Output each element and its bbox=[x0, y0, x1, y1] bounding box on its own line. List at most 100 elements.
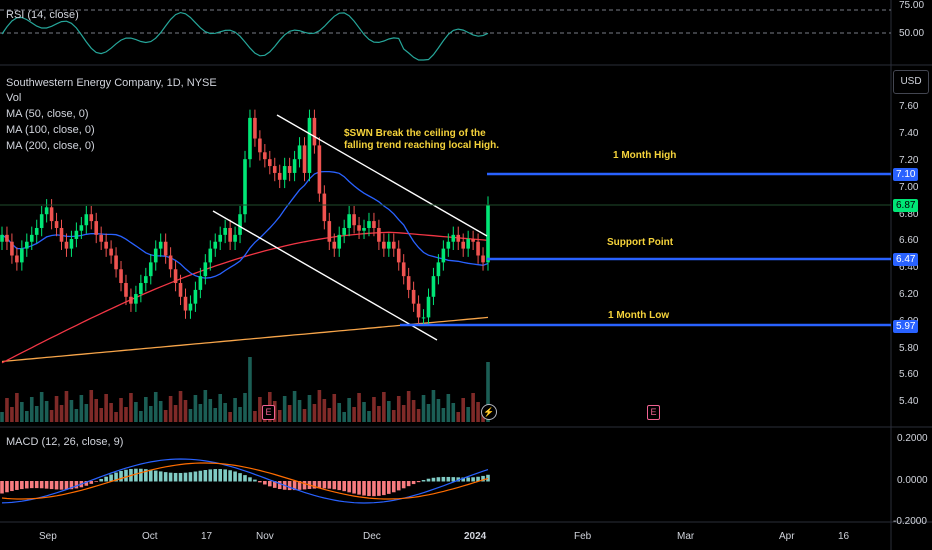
volume-bar bbox=[139, 411, 143, 422]
annotation-line-1[interactable]: $SWN Break the ceiling of the bbox=[344, 128, 486, 139]
candle-body bbox=[312, 117, 317, 146]
macd-histogram-bar bbox=[64, 481, 69, 490]
volume-bar bbox=[476, 402, 480, 422]
candle-body bbox=[134, 294, 138, 304]
flash-icon[interactable]: ⚡ bbox=[481, 404, 497, 420]
volume-bar bbox=[198, 404, 203, 422]
volume-bar bbox=[253, 411, 257, 422]
time-axis-label: 16 bbox=[838, 531, 850, 542]
macd-histogram-bar bbox=[243, 475, 247, 482]
macd-histogram-bar bbox=[20, 481, 24, 490]
candle-body bbox=[99, 234, 103, 242]
candle-body bbox=[481, 255, 485, 263]
candle-body bbox=[208, 248, 213, 263]
candle-body bbox=[401, 262, 406, 277]
rsi-title[interactable]: RSI (14, close) bbox=[6, 9, 79, 21]
level-label-1-month-low[interactable]: 1 Month Low bbox=[608, 310, 670, 321]
volume-bar bbox=[59, 405, 64, 422]
macd-histogram-bar bbox=[302, 481, 307, 490]
candle-body bbox=[218, 234, 223, 242]
macd-histogram-bar bbox=[29, 481, 34, 489]
level-label-support[interactable]: Support Point bbox=[607, 237, 674, 248]
volume-bar bbox=[69, 400, 74, 422]
price-axis-label: 5.40 bbox=[899, 396, 919, 407]
macd-histogram-bar bbox=[208, 469, 213, 482]
earnings-badge-upcoming[interactable]: E bbox=[647, 405, 660, 420]
volume-bar bbox=[297, 400, 302, 422]
macd-histogram-bar bbox=[486, 474, 490, 482]
macd-histogram-bar bbox=[193, 471, 198, 482]
level-label-1-month-high[interactable]: 1 Month High bbox=[613, 150, 677, 161]
symbol-title[interactable]: Southwestern Energy Company, 1D, NYSE bbox=[6, 77, 217, 89]
macd-histogram-bar bbox=[223, 469, 227, 482]
indicator-ma100[interactable]: MA (100, close, 0) bbox=[6, 124, 95, 136]
volume-bar bbox=[89, 390, 94, 422]
macd-histogram-bar bbox=[233, 471, 237, 482]
price-axis-label: 7.60 bbox=[899, 101, 919, 112]
volume-bar bbox=[347, 398, 351, 422]
candle-body bbox=[39, 214, 44, 228]
indicator-ma200[interactable]: MA (200, close, 0) bbox=[6, 140, 95, 152]
volume-bar bbox=[34, 406, 39, 422]
macd-histogram-bar bbox=[59, 481, 64, 490]
macd-histogram-bar bbox=[228, 470, 232, 482]
volume-bar bbox=[119, 398, 123, 422]
candle-body bbox=[322, 193, 327, 222]
volume-bar bbox=[248, 357, 252, 422]
volume-bar bbox=[451, 403, 456, 422]
volume-bar bbox=[416, 409, 421, 422]
candle-body bbox=[148, 262, 153, 277]
indicator-ma50[interactable]: MA (50, close, 0) bbox=[6, 108, 89, 120]
candle-body bbox=[287, 166, 292, 173]
volume-bar bbox=[322, 399, 327, 422]
macd-histogram-bar bbox=[263, 481, 267, 485]
candle-body bbox=[421, 317, 426, 319]
macd-histogram-bar bbox=[292, 481, 297, 491]
candle-body bbox=[153, 248, 158, 263]
indicator-vol[interactable]: Vol bbox=[6, 92, 22, 104]
candle-body bbox=[456, 234, 461, 242]
volume-bar bbox=[5, 398, 9, 422]
candle-body bbox=[253, 117, 257, 139]
price-axis-label: 5.60 bbox=[899, 369, 919, 380]
macd-axis-label: -0.2000 bbox=[893, 516, 927, 527]
volume-bar bbox=[277, 410, 282, 422]
candle-body bbox=[173, 269, 178, 284]
macd-histogram-bar bbox=[89, 481, 94, 484]
macd-histogram-bar bbox=[317, 481, 322, 489]
volume-bar bbox=[15, 393, 19, 422]
candle-body bbox=[337, 234, 342, 249]
macd-histogram-bar bbox=[104, 476, 108, 482]
volume-bar bbox=[134, 402, 138, 422]
candle-body bbox=[391, 241, 396, 249]
price-axis-label: 7.40 bbox=[899, 128, 919, 139]
volume-bar bbox=[436, 399, 441, 422]
currency-button[interactable]: USD bbox=[893, 70, 929, 94]
volume-bar bbox=[10, 407, 14, 422]
candle-body bbox=[302, 145, 307, 173]
macd-histogram-bar bbox=[99, 478, 103, 482]
macd-histogram-bar bbox=[451, 477, 456, 482]
candle-body bbox=[277, 172, 282, 180]
earnings-badge[interactable]: E bbox=[262, 405, 275, 420]
time-axis-label: Dec bbox=[363, 531, 381, 542]
macd-histogram-bar bbox=[153, 470, 158, 482]
candle-body bbox=[15, 255, 19, 263]
macd-histogram-bar bbox=[396, 481, 401, 491]
ma50-line bbox=[1, 170, 489, 279]
candle-body bbox=[84, 214, 89, 226]
annotation-line-2[interactable]: falling trend reaching local High. bbox=[344, 140, 500, 151]
candle-body bbox=[282, 166, 287, 180]
macd-histogram-bar bbox=[277, 481, 282, 490]
volume-bar bbox=[193, 395, 198, 422]
macd-histogram-bar bbox=[84, 481, 89, 486]
candle-body bbox=[471, 238, 475, 242]
volume-bar bbox=[287, 405, 292, 422]
volume-bar bbox=[24, 411, 29, 422]
macd-histogram-bar bbox=[119, 470, 123, 482]
candle-body bbox=[347, 214, 351, 228]
volume-bar bbox=[84, 404, 89, 422]
macd-title[interactable]: MACD (12, 26, close, 9) bbox=[6, 436, 124, 448]
macd-histogram-bar bbox=[416, 481, 421, 483]
